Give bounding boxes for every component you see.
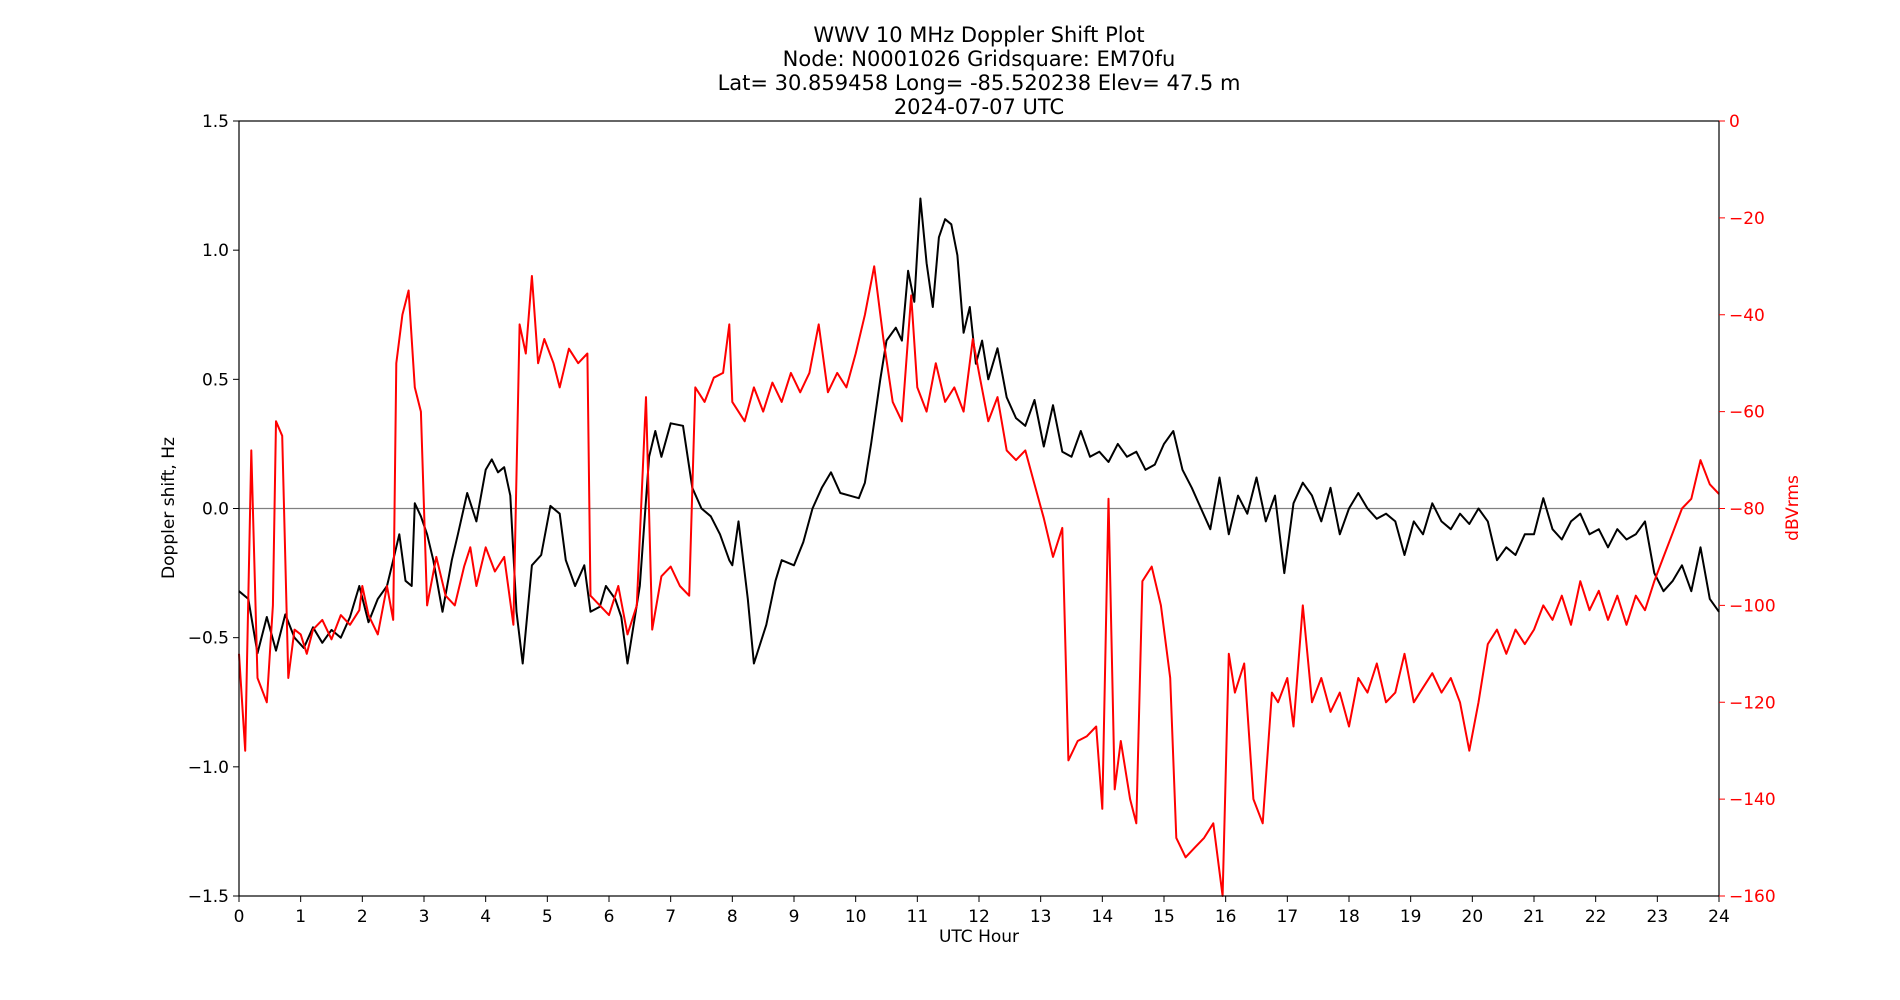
x-tick-label: 24	[1708, 907, 1730, 927]
y2-tick-label: −60	[1729, 403, 1765, 423]
y-tick-label: −1.0	[188, 758, 229, 778]
x-tick-label: 21	[1523, 907, 1545, 927]
x-tick-label: 19	[1400, 907, 1422, 927]
y-tick-label: −1.5	[188, 887, 229, 907]
y2-tick-label: 0	[1729, 112, 1740, 132]
x-tick-label: 5	[542, 907, 553, 927]
x-axis-label: UTC Hour	[939, 927, 1019, 947]
y2-tick-label: −160	[1729, 887, 1776, 907]
y2-tick-label: −20	[1729, 209, 1765, 229]
x-tick-label: 16	[1215, 907, 1237, 927]
y-tick-label: −0.5	[188, 629, 229, 649]
ticks-layer: 0 1 2 3 4 5 6 7 8 9 10 11 12 13 14 15 16 17 18 19 20 21 22 23 24…	[188, 112, 1776, 927]
x-tick-label: 10	[845, 907, 867, 927]
y-tick-label: 1.5	[202, 112, 229, 132]
y2-tick-label: −140	[1729, 790, 1776, 810]
chart-title: WWV 10 MHz Doppler Shift Plot Node: N000…	[718, 23, 1241, 119]
doppler-series-line	[238, 197, 1720, 665]
y-tick-label: 0.0	[202, 500, 229, 520]
x-tick-label: 6	[604, 907, 615, 927]
x-tick-label: 18	[1338, 907, 1360, 927]
x-tick-label: 9	[789, 907, 800, 927]
y2-tick-label: −100	[1729, 596, 1776, 616]
title-line-3: Lat= 30.859458 Long= -85.520238 Elev= 47…	[718, 71, 1241, 95]
y-tick-label: 1.0	[202, 241, 229, 261]
x-tick-label: 0	[234, 907, 245, 927]
x-tick-label: 11	[907, 907, 929, 927]
x-tick-label: 17	[1277, 907, 1299, 927]
x-tick-label: 14	[1092, 907, 1114, 927]
x-tick-label: 20	[1462, 907, 1484, 927]
x-tick-label: 12	[968, 907, 990, 927]
x-tick-label: 4	[480, 907, 491, 927]
x-tick-label: 3	[419, 907, 430, 927]
y2-tick-label: −40	[1729, 306, 1765, 326]
x-tick-label: 7	[665, 907, 676, 927]
title-line-2: Node: N0001026 Gridsquare: EM70fu	[783, 47, 1176, 71]
series-layer	[238, 197, 1720, 897]
y2-tick-label: −120	[1729, 693, 1776, 713]
x-tick-label: 2	[357, 907, 368, 927]
y2-axis-label: dBVrms	[1783, 475, 1803, 541]
x-tick-label: 23	[1647, 907, 1669, 927]
power-series-line	[238, 265, 1720, 897]
y-tick-label: 0.5	[202, 370, 229, 390]
x-tick-label: 22	[1585, 907, 1607, 927]
x-tick-label: 15	[1153, 907, 1175, 927]
y2-tick-label: −80	[1729, 500, 1765, 520]
title-line-4: 2024-07-07 UTC	[894, 95, 1064, 119]
x-tick-label: 1	[295, 907, 306, 927]
y-axis-label: Doppler shift, Hz	[159, 437, 179, 579]
x-tick-label: 13	[1030, 907, 1052, 927]
title-line-1: WWV 10 MHz Doppler Shift Plot	[813, 23, 1144, 47]
x-tick-label: 8	[727, 907, 738, 927]
